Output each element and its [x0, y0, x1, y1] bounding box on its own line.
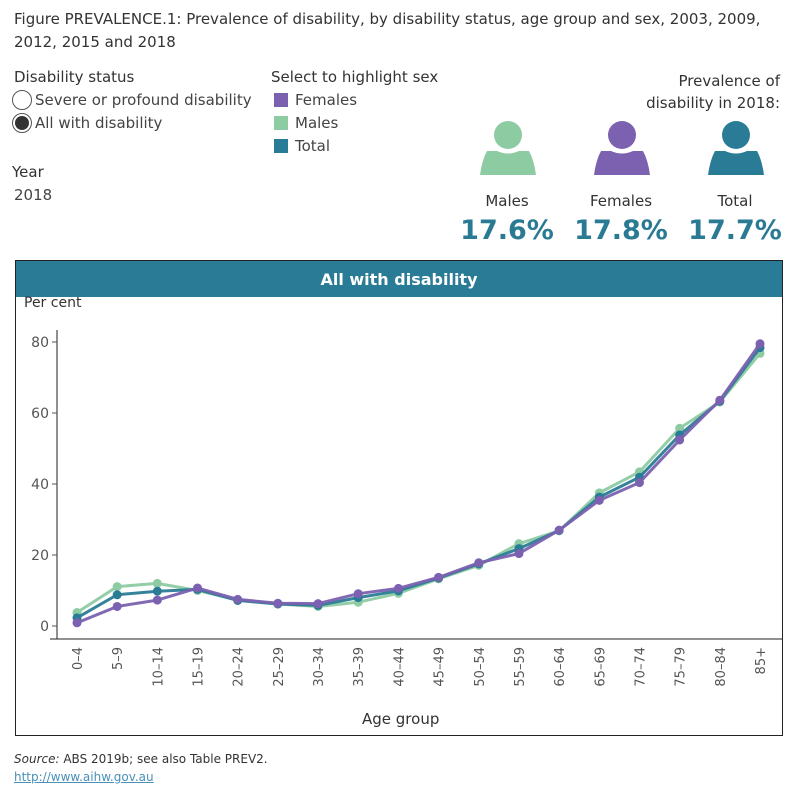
prevalence-value-males: 17.6% — [460, 215, 554, 246]
legend-label: Males — [295, 114, 339, 132]
y-axis-title: Per cent — [24, 295, 82, 311]
x-tick-label: 30–34 — [312, 647, 327, 687]
data-point-males — [112, 582, 122, 592]
prevalence-value-females: 17.8% — [574, 215, 668, 246]
x-tick-label: 65–69 — [593, 647, 608, 687]
data-point-females — [112, 601, 122, 611]
data-point-females — [393, 583, 403, 593]
x-tick-label: 0–4 — [71, 647, 86, 670]
year-label: Year — [12, 163, 44, 181]
legend-item-males[interactable]: Males — [274, 114, 338, 132]
data-point-females — [353, 589, 363, 599]
x-tick-label: 45–49 — [433, 647, 448, 687]
year-value[interactable]: 2018 — [14, 186, 53, 204]
x-tick-label: 75–79 — [674, 647, 689, 687]
legend-label: Total — [295, 137, 331, 155]
radio-label: Severe or profound disability — [35, 91, 252, 109]
data-point-females — [313, 599, 323, 609]
radio-button-unselected[interactable] — [12, 90, 32, 110]
prevalence-heading-line1: Prevalence of — [678, 72, 780, 90]
person-icon-females — [594, 121, 650, 175]
radio-button-selected[interactable] — [12, 113, 32, 133]
source-label: Source: — [14, 752, 60, 766]
x-tick-label: 60–64 — [553, 647, 568, 687]
y-tick-label: 80 — [31, 335, 49, 351]
data-point-females — [193, 583, 203, 593]
x-tick-label: 70–74 — [633, 647, 648, 687]
person-icon-total — [708, 121, 764, 175]
data-point-males — [152, 578, 162, 588]
data-point-females — [152, 595, 162, 605]
legend-title: Select to highlight sex — [271, 68, 439, 86]
y-tick-label: 20 — [31, 548, 49, 564]
series-line-males — [76, 352, 762, 614]
data-point-total — [112, 590, 122, 600]
data-point-females — [514, 549, 524, 559]
chart-container — [15, 260, 783, 736]
data-point-females — [554, 525, 564, 535]
series-line-total — [76, 346, 762, 620]
x-tick-label: 80–84 — [714, 647, 729, 687]
data-point-females — [675, 435, 685, 445]
data-point-females — [474, 558, 484, 568]
prevalence-label-males: Males — [485, 192, 529, 210]
x-tick-label: 50–54 — [473, 647, 488, 687]
prevalence-value-total: 17.7% — [688, 215, 782, 246]
prevalence-label-total: Total — [717, 192, 753, 210]
radio-label: All with disability — [35, 114, 163, 132]
y-tick-label: 60 — [31, 406, 49, 422]
legend-item-total[interactable]: Total — [274, 137, 330, 155]
data-point-females — [634, 478, 644, 488]
prevalence-heading-line2: disability in 2018: — [646, 94, 780, 112]
data-point-females — [233, 594, 243, 604]
figure-title: Figure PREVALENCE.1: Prevalence of disab… — [14, 10, 761, 51]
prevalence-label-females: Females — [589, 192, 653, 210]
legend-swatch-females — [274, 93, 288, 107]
data-point-females — [273, 598, 283, 608]
legend-item-females[interactable]: Females — [274, 91, 357, 109]
x-tick-label: 20–24 — [232, 647, 247, 687]
data-point-females — [715, 395, 725, 405]
x-tick-label: 15–19 — [192, 647, 207, 687]
series-line-females — [76, 342, 762, 625]
source-note: Source: ABS 2019b; see also Table PREV2. — [14, 752, 268, 766]
y-tick-label: 40 — [31, 477, 49, 493]
legend-swatch-total — [274, 139, 288, 153]
x-tick-label: 55–59 — [513, 647, 528, 687]
x-tick-label: 40–44 — [392, 647, 407, 687]
x-tick-label: 10–14 — [151, 647, 166, 687]
data-point-females — [72, 618, 82, 628]
source-text: ABS 2019b; see also Table PREV2. — [59, 752, 268, 766]
x-tick-label: 35–39 — [352, 647, 367, 687]
disability-status-label: Disability status — [14, 68, 135, 86]
x-axis-title: Age group — [362, 710, 440, 728]
data-point-males — [675, 423, 685, 433]
x-tick-label: 85+ — [754, 647, 769, 674]
legend-swatch-males — [274, 116, 288, 130]
chart-header: All with disability — [16, 261, 782, 297]
data-point-females — [755, 339, 765, 349]
x-tick-label: 25–29 — [272, 647, 287, 687]
y-tick-label: 0 — [40, 619, 49, 635]
radio-severe-or-profound[interactable]: Severe or profound disability — [12, 90, 252, 110]
radio-all-with-disability[interactable]: All with disability — [12, 113, 162, 133]
source-link[interactable]: http://www.aihw.gov.au — [14, 770, 154, 784]
prevalence-heading: Prevalence of disability in 2018: — [646, 70, 780, 114]
data-point-females — [594, 495, 604, 505]
person-icon-males — [480, 121, 536, 175]
x-tick-label: 5–9 — [111, 647, 126, 670]
data-point-females — [434, 572, 444, 582]
legend-label: Females — [295, 91, 358, 109]
data-point-total — [152, 586, 162, 596]
